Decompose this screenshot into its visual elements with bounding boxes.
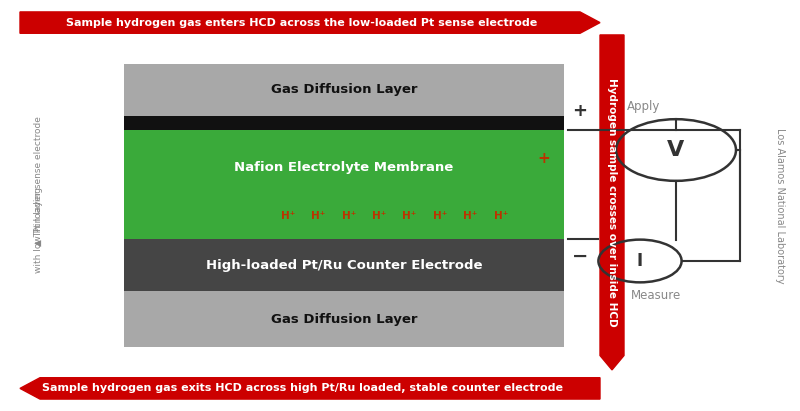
Text: H⁺: H⁺ xyxy=(402,211,417,222)
Text: +: + xyxy=(573,102,587,120)
Text: Hydrogen sample crosses over inside HCD: Hydrogen sample crosses over inside HCD xyxy=(607,78,617,327)
Text: Sample hydrogen gas exits HCD across high Pt/Ru loaded, stable counter electrode: Sample hydrogen gas exits HCD across hig… xyxy=(42,383,562,393)
Bar xyxy=(124,291,564,347)
Text: High-loaded Pt/Ru Counter Electrode: High-loaded Pt/Ru Counter Electrode xyxy=(206,259,482,272)
Text: H⁺: H⁺ xyxy=(281,211,295,222)
Text: H⁺: H⁺ xyxy=(311,211,326,222)
Text: Gas Diffusion Layer: Gas Diffusion Layer xyxy=(270,313,418,326)
Bar xyxy=(124,116,564,130)
Text: Sample hydrogen gas enters HCD across the low-loaded Pt sense electrode: Sample hydrogen gas enters HCD across th… xyxy=(66,18,538,28)
Text: H⁺: H⁺ xyxy=(342,211,356,222)
Text: Nafion Electrolyte Membrane: Nafion Electrolyte Membrane xyxy=(234,162,454,174)
Text: I: I xyxy=(637,252,643,270)
Bar xyxy=(124,64,564,116)
Text: H⁺: H⁺ xyxy=(433,211,447,222)
Text: −: − xyxy=(572,247,588,266)
Text: H⁺: H⁺ xyxy=(463,211,478,222)
Bar xyxy=(124,130,564,239)
Text: H⁺: H⁺ xyxy=(372,211,386,222)
FancyArrow shape xyxy=(600,35,624,370)
Bar xyxy=(124,239,564,291)
Text: Gas Diffusion Layer: Gas Diffusion Layer xyxy=(270,83,418,97)
Text: Measure: Measure xyxy=(631,289,681,302)
Text: V: V xyxy=(667,140,685,160)
Text: ▲ Thin layer sense electrode: ▲ Thin layer sense electrode xyxy=(34,116,43,246)
Text: H⁺: H⁺ xyxy=(494,211,508,222)
Text: +: + xyxy=(538,151,550,166)
FancyArrow shape xyxy=(20,12,600,33)
FancyArrow shape xyxy=(20,378,600,399)
Text: with low Pt loading: with low Pt loading xyxy=(34,187,43,273)
Text: Apply: Apply xyxy=(627,100,661,113)
Text: Los Alamos National Laboratory: Los Alamos National Laboratory xyxy=(775,128,785,283)
